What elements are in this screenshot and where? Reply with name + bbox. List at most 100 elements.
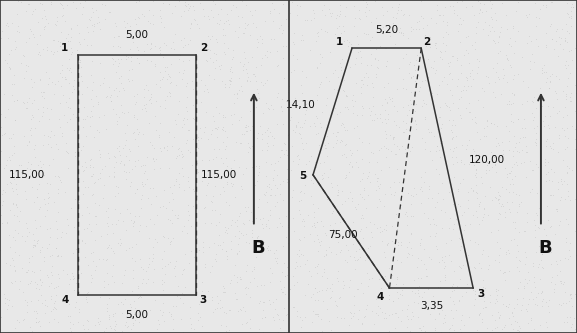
Point: [314, 288, 323, 293]
Point: [458, 0, 467, 3]
Point: [211, 66, 220, 71]
Point: [46, 269, 55, 274]
Point: [118, 310, 127, 316]
Point: [461, 289, 470, 295]
Point: [339, 39, 348, 44]
Point: [104, 155, 113, 161]
Point: [448, 226, 458, 232]
Point: [324, 140, 333, 145]
Point: [410, 117, 419, 123]
Point: [554, 109, 564, 114]
Point: [124, 169, 133, 174]
Point: [552, 206, 561, 212]
Point: [301, 17, 310, 22]
Point: [515, 323, 524, 328]
Point: [419, 210, 429, 216]
Point: [153, 212, 162, 217]
Point: [448, 137, 457, 142]
Point: [529, 59, 538, 65]
Point: [445, 327, 454, 332]
Point: [411, 290, 420, 296]
Point: [278, 270, 287, 275]
Point: [241, 165, 250, 170]
Point: [110, 327, 119, 333]
Point: [138, 33, 148, 39]
Point: [449, 145, 459, 151]
Point: [89, 135, 99, 140]
Point: [402, 245, 411, 250]
Point: [417, 200, 426, 205]
Point: [541, 143, 550, 149]
Point: [562, 28, 571, 33]
Point: [523, 280, 532, 286]
Point: [427, 130, 436, 135]
Point: [364, 31, 373, 36]
Point: [344, 285, 353, 290]
Point: [494, 33, 504, 38]
Point: [402, 254, 411, 259]
Point: [45, 319, 54, 324]
Point: [109, 174, 118, 179]
Point: [416, 0, 425, 4]
Point: [317, 328, 326, 333]
Point: [452, 55, 462, 61]
Point: [175, 184, 184, 190]
Point: [526, 189, 535, 195]
Point: [349, 111, 358, 116]
Point: [46, 296, 55, 301]
Point: [275, 279, 284, 284]
Point: [507, 112, 516, 117]
Point: [455, 247, 464, 252]
Point: [354, 41, 363, 47]
Point: [189, 102, 198, 108]
Point: [365, 254, 374, 259]
Point: [84, 211, 93, 216]
Point: [133, 186, 142, 192]
Point: [321, 143, 330, 148]
Point: [163, 148, 172, 153]
Point: [178, 329, 188, 333]
Point: [371, 15, 380, 21]
Point: [137, 197, 146, 202]
Point: [549, 146, 558, 151]
Point: [464, 100, 474, 105]
Point: [194, 301, 203, 307]
Point: [261, 100, 270, 105]
Point: [288, 52, 298, 58]
Point: [205, 47, 214, 53]
Point: [171, 177, 181, 182]
Point: [119, 162, 129, 167]
Point: [29, 146, 39, 152]
Point: [144, 120, 153, 126]
Point: [363, 283, 372, 288]
Point: [471, 25, 480, 30]
Point: [538, 118, 548, 124]
Point: [49, 52, 58, 57]
Point: [32, 194, 42, 199]
Point: [10, 267, 20, 272]
Point: [502, 171, 511, 177]
Point: [31, 320, 40, 325]
Point: [362, 82, 371, 88]
Point: [324, 175, 333, 180]
Point: [324, 124, 333, 130]
Point: [455, 235, 464, 240]
Point: [387, 238, 396, 243]
Point: [469, 188, 478, 193]
Point: [29, 244, 38, 249]
Point: [213, 301, 223, 306]
Point: [249, 266, 258, 271]
Point: [416, 275, 425, 280]
Point: [43, 226, 52, 232]
Point: [4, 64, 13, 69]
Point: [214, 233, 223, 238]
Point: [437, 255, 447, 260]
Point: [58, 6, 68, 11]
Point: [120, 18, 129, 24]
Point: [407, 74, 416, 80]
Point: [113, 33, 122, 38]
Point: [527, 110, 537, 116]
Point: [561, 300, 571, 305]
Point: [319, 170, 328, 175]
Point: [548, 0, 557, 5]
